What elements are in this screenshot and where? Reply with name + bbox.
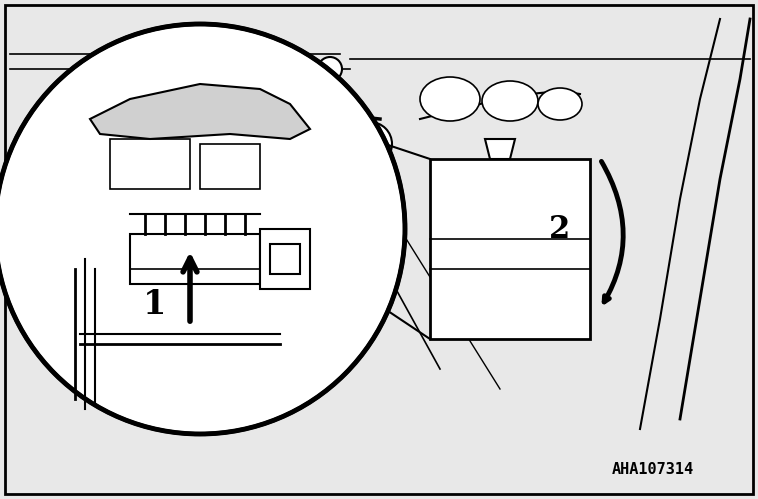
FancyBboxPatch shape <box>260 229 310 289</box>
Text: 1: 1 <box>143 287 167 320</box>
Text: 2: 2 <box>550 214 571 245</box>
Ellipse shape <box>482 81 538 121</box>
Polygon shape <box>485 139 515 159</box>
FancyBboxPatch shape <box>200 144 260 189</box>
FancyBboxPatch shape <box>130 234 260 284</box>
Polygon shape <box>90 84 310 139</box>
Ellipse shape <box>538 88 582 120</box>
FancyBboxPatch shape <box>110 139 190 189</box>
Circle shape <box>0 24 405 434</box>
Circle shape <box>348 122 392 166</box>
Circle shape <box>318 57 342 81</box>
Circle shape <box>87 61 103 77</box>
FancyBboxPatch shape <box>5 5 753 494</box>
Ellipse shape <box>420 77 480 121</box>
Circle shape <box>195 54 225 84</box>
FancyBboxPatch shape <box>270 244 300 274</box>
FancyBboxPatch shape <box>430 159 590 339</box>
Text: AHA107314: AHA107314 <box>612 462 694 477</box>
